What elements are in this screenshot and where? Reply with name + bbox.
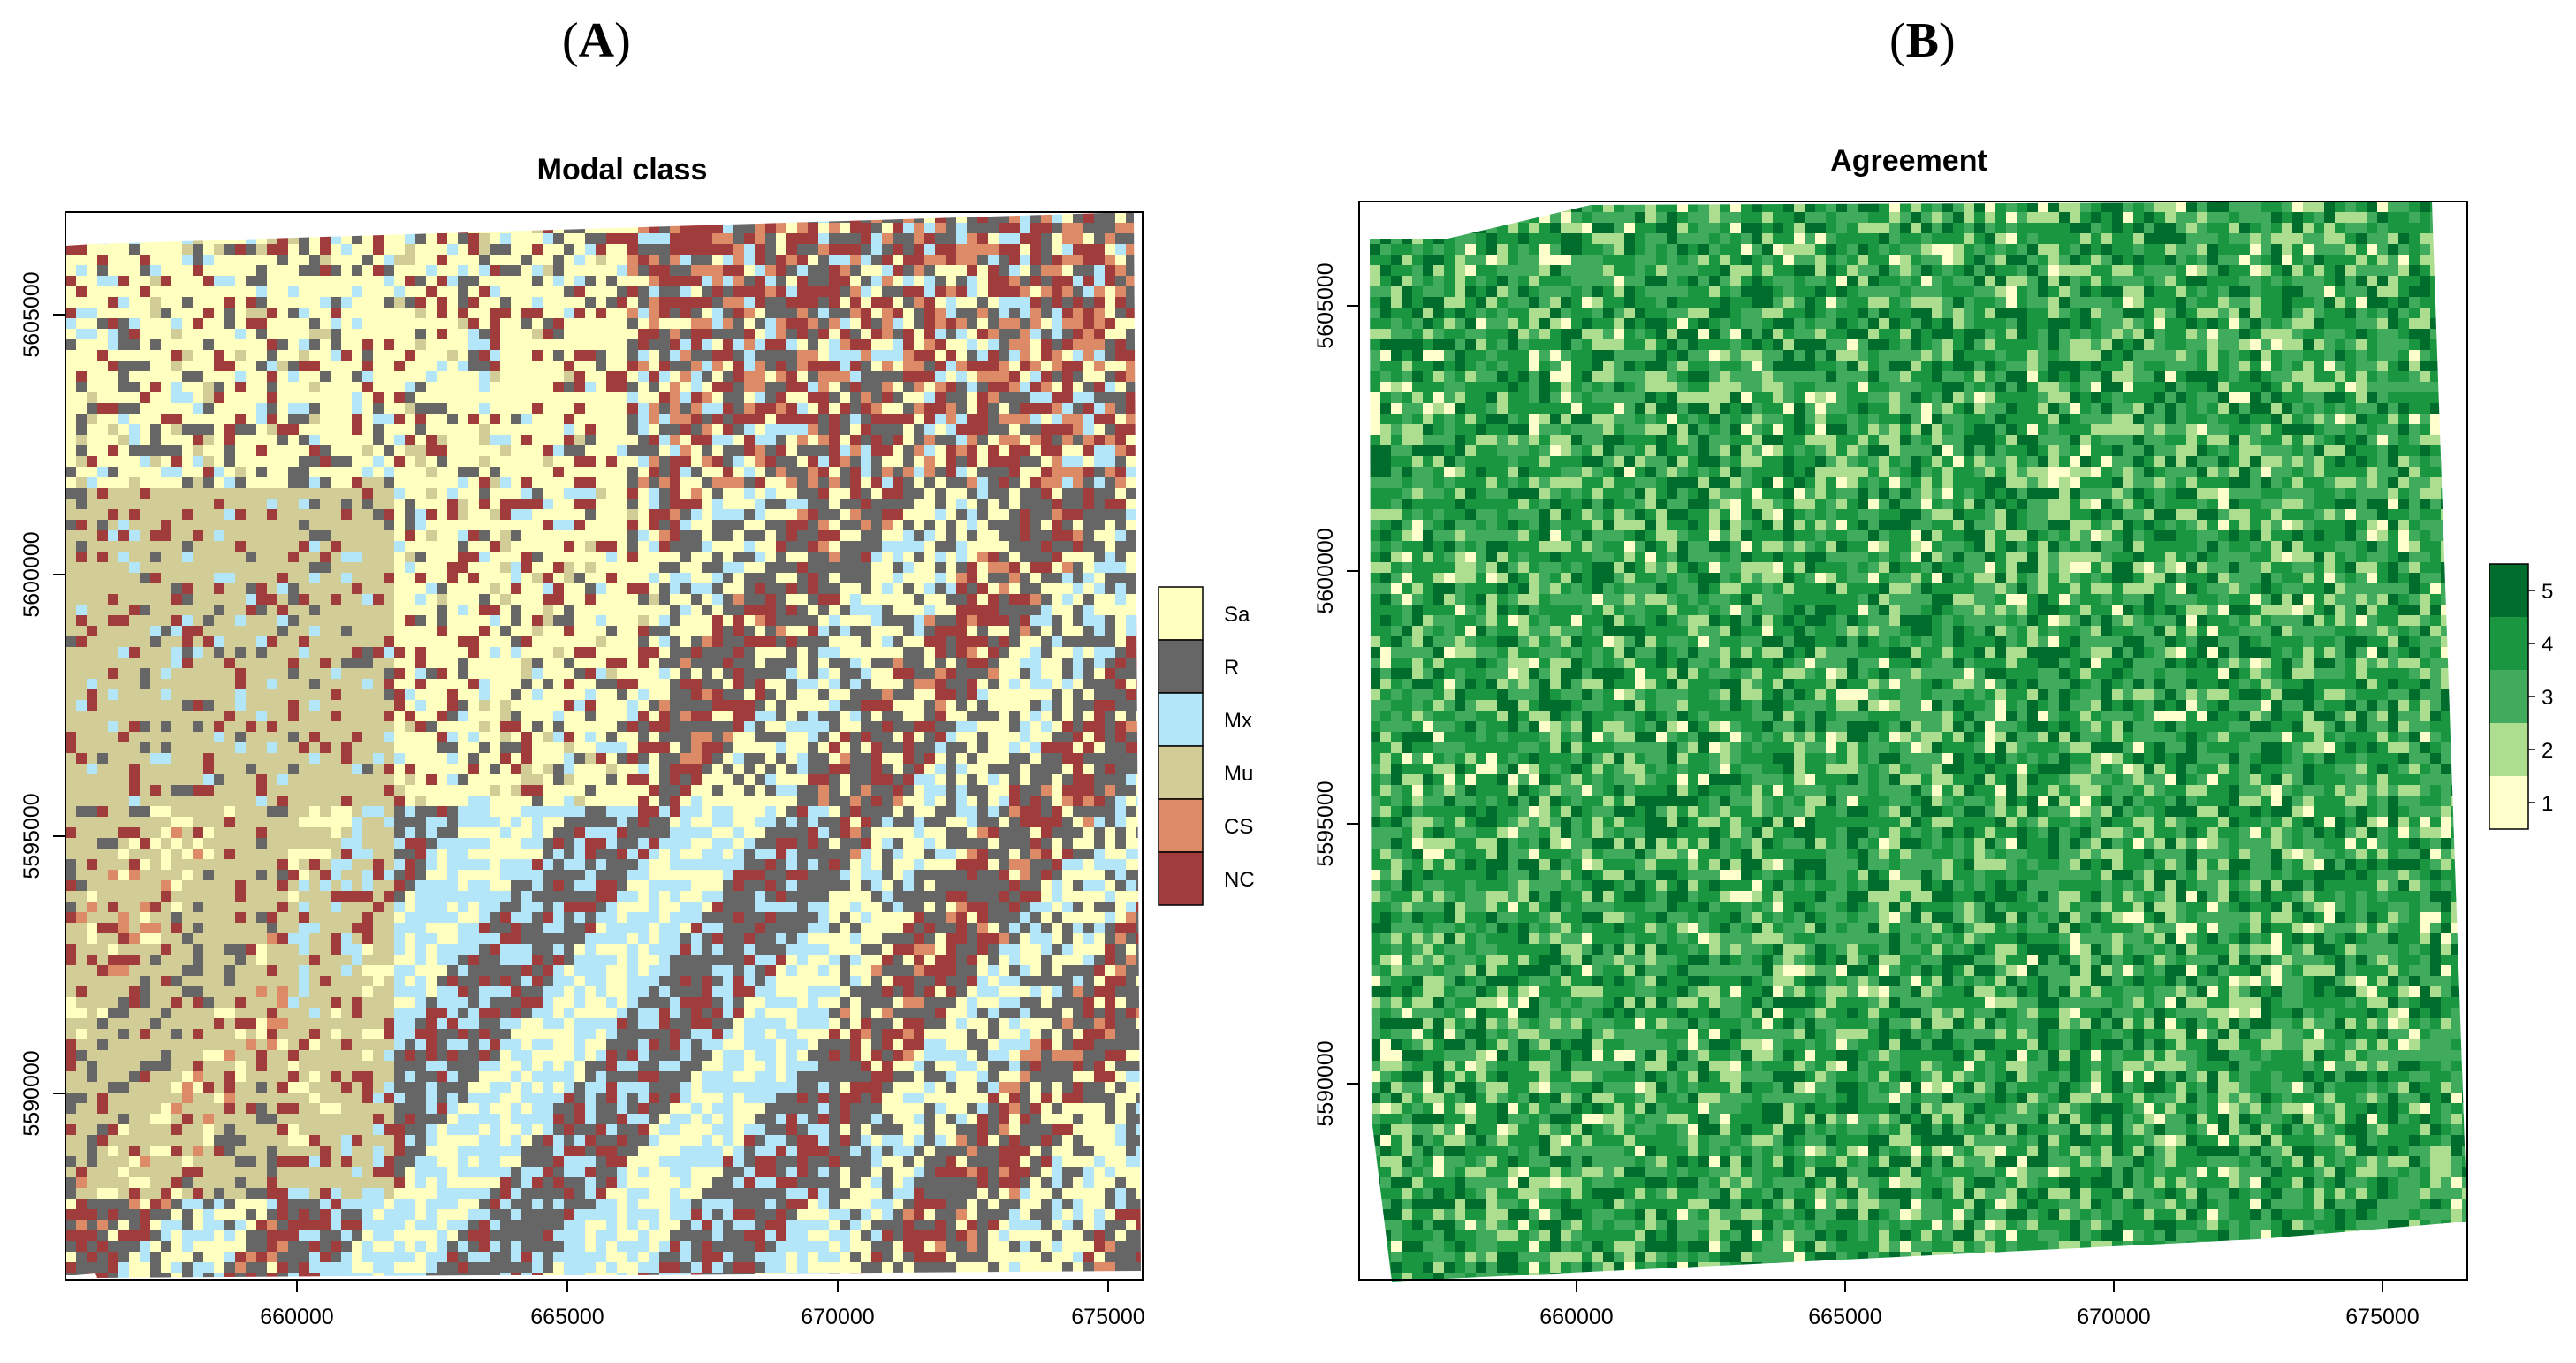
y-tick-label: 5605000 bbox=[19, 271, 44, 357]
x-axis: 660000 665000 670000 675000 bbox=[1539, 1280, 2420, 1329]
x-tick-label: 670000 bbox=[2077, 1305, 2150, 1329]
legend-label: 3 bbox=[2542, 686, 2553, 710]
legend-label: Sa bbox=[1224, 603, 1250, 627]
y-tick-label: 5600000 bbox=[19, 531, 44, 617]
legend-swatch bbox=[2489, 564, 2528, 617]
map-title: Agreement bbox=[1830, 144, 1987, 178]
x-tick-label: 665000 bbox=[1808, 1305, 1881, 1329]
y-axis: 5590000 5595000 5600000 5605000 bbox=[19, 271, 65, 1137]
x-tick-label: 665000 bbox=[530, 1305, 604, 1329]
y-tick-label: 5605000 bbox=[1313, 263, 1338, 348]
panel-b-label: (B) bbox=[1889, 12, 1956, 69]
x-tick-label: 675000 bbox=[1071, 1305, 1144, 1329]
legend-swatch bbox=[2489, 723, 2528, 776]
legend-swatch bbox=[2489, 617, 2528, 670]
map-panel-modal-class: Modal class 660000 665000 670000 675000 … bbox=[19, 153, 1255, 1329]
legend-label: 4 bbox=[2542, 633, 2553, 657]
legend-swatch bbox=[1158, 745, 1204, 800]
map-title: Modal class bbox=[537, 153, 708, 187]
y-tick-label: 5595000 bbox=[1313, 780, 1338, 866]
legend: 5 4 3 2 1 bbox=[2489, 563, 2553, 830]
legend-label: 5 bbox=[2542, 580, 2553, 604]
y-axis: 5590000 5595000 5600000 5605000 bbox=[1313, 263, 1359, 1127]
legend-label: CS bbox=[1224, 815, 1253, 839]
plot-frame bbox=[1358, 201, 2468, 1281]
y-tick-label: 5595000 bbox=[19, 793, 44, 879]
legend-swatch bbox=[2489, 776, 2528, 829]
legend-label: Mx bbox=[1224, 709, 1252, 733]
modal-class-raster bbox=[65, 212, 1141, 1278]
x-tick-label: 660000 bbox=[1539, 1305, 1613, 1329]
legend: Sa R Mx Mu CS NC bbox=[1158, 586, 1255, 906]
y-tick-label: 5600000 bbox=[1313, 528, 1338, 613]
legend-label: 2 bbox=[2542, 739, 2553, 763]
y-tick-label: 5590000 bbox=[1313, 1040, 1338, 1126]
legend-label: Mu bbox=[1224, 762, 1253, 786]
legend-swatch bbox=[1158, 798, 1204, 853]
x-tick-label: 675000 bbox=[2345, 1305, 2419, 1329]
map-panel-agreement: Agreement 660000 665000 670000 675000 55… bbox=[1313, 144, 2553, 1329]
x-tick-label: 660000 bbox=[260, 1305, 333, 1329]
legend-swatch bbox=[1158, 851, 1204, 906]
legend-label: R bbox=[1224, 656, 1239, 680]
legend-swatch bbox=[1158, 639, 1204, 694]
x-tick-label: 670000 bbox=[801, 1305, 874, 1329]
legend-swatch bbox=[2489, 670, 2528, 723]
panel-a-label: (A) bbox=[562, 12, 631, 69]
x-axis: 660000 665000 670000 675000 bbox=[260, 1280, 1145, 1329]
legend-swatch bbox=[1158, 692, 1204, 747]
agreement-raster bbox=[1370, 202, 2467, 1282]
legend-swatch bbox=[1158, 586, 1204, 641]
plot-frame bbox=[65, 211, 1144, 1281]
legend-label: NC bbox=[1224, 868, 1255, 892]
y-tick-label: 5590000 bbox=[19, 1050, 44, 1136]
legend-label: 1 bbox=[2542, 792, 2553, 816]
